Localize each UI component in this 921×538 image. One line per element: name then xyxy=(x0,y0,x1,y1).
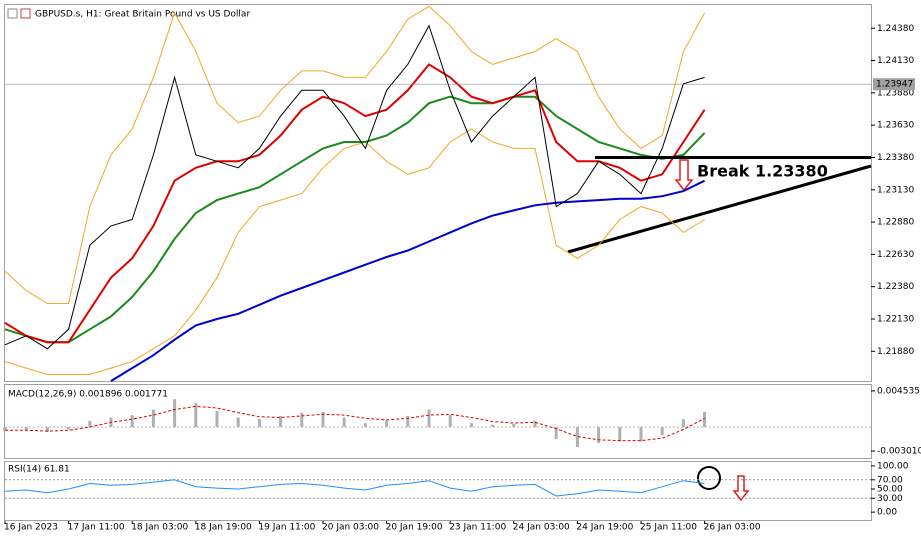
icon[interactable] xyxy=(7,8,18,19)
histogram-bar xyxy=(151,409,155,428)
histogram-bar xyxy=(279,415,283,428)
x-tick-label: 24 Jan 03:00 xyxy=(513,523,570,533)
histogram-bar xyxy=(88,420,92,428)
main-frame xyxy=(4,4,872,382)
series-line xyxy=(4,128,705,375)
y-tick-label: 70.00 xyxy=(877,475,903,485)
price-tag-label: 1.23947 xyxy=(876,80,913,90)
y-tick-label: 1.23880 xyxy=(877,88,914,98)
histogram-bar xyxy=(427,409,431,428)
histogram-bar xyxy=(215,411,219,428)
histogram-bar xyxy=(194,403,198,428)
histogram-bar xyxy=(406,415,410,428)
trend-line xyxy=(567,164,872,254)
histogram-bar xyxy=(3,427,7,432)
series-line xyxy=(110,179,706,382)
macd-title: MACD(12,26,9) 0.001896 0.001771 xyxy=(8,390,168,400)
x-tick-label: 19 Jan 11:00 xyxy=(258,523,315,533)
histogram-bar xyxy=(533,420,537,428)
histogram-bar xyxy=(491,424,495,428)
x-tick-label: 25 Jan 11:00 xyxy=(640,523,697,533)
histogram-bar xyxy=(703,411,707,428)
y-tick-label: 50.00 xyxy=(877,485,903,495)
histogram-bar xyxy=(512,423,516,428)
y-tick-label: 1.22880 xyxy=(877,218,914,228)
x-tick-label: 16 Jan 2023 xyxy=(4,523,58,533)
histogram-bar xyxy=(469,423,473,428)
histogram-bar xyxy=(363,423,367,428)
histogram-bar xyxy=(385,420,389,428)
chart-title: GBPUSD.s, H1: Great Britain Pound vs US … xyxy=(35,10,250,20)
x-tick-label: 20 Jan 03:00 xyxy=(322,523,379,533)
x-tick-label: 24 Jan 19:00 xyxy=(576,523,633,533)
y-tick-label: 0.00 xyxy=(877,508,897,518)
histogram-bar xyxy=(236,417,240,428)
series-line xyxy=(4,5,706,304)
y-tick-label: 1.24380 xyxy=(877,24,914,34)
histogram-bar xyxy=(130,415,134,428)
rsi-frame xyxy=(4,461,872,521)
series-line xyxy=(4,95,706,344)
y-tick-label: 1.23380 xyxy=(877,153,914,163)
y-tick-label: 1.24130 xyxy=(877,56,914,66)
y-tick-label: 30.00 xyxy=(877,494,903,504)
series-line xyxy=(4,63,706,344)
x-tick-label: 18 Jan 19:00 xyxy=(195,523,252,533)
histogram-bar xyxy=(257,419,261,428)
series-line xyxy=(4,24,705,350)
histogram-bar xyxy=(681,419,685,428)
y-tick-label: 1.23630 xyxy=(877,121,914,131)
down-arrow xyxy=(732,475,750,502)
series-line xyxy=(4,479,705,497)
x-tick-label: 23 Jan 11:00 xyxy=(449,523,506,533)
down-arrow xyxy=(674,159,694,192)
histogram-bar xyxy=(554,427,558,440)
annotation: Break 1.23380 xyxy=(697,162,828,181)
histogram-bar xyxy=(45,427,49,432)
histogram-bar xyxy=(575,427,579,448)
y-tick-label: 1.21880 xyxy=(877,347,914,357)
histogram-bar xyxy=(67,427,71,430)
histogram-bar xyxy=(173,399,177,428)
x-tick-label: 20 Jan 19:00 xyxy=(386,523,443,533)
y-tick-label: 1.23130 xyxy=(877,185,914,195)
histogram-bar xyxy=(660,427,664,436)
histogram-bar xyxy=(342,417,346,428)
histogram-bar xyxy=(639,427,643,442)
histogram-bar xyxy=(597,427,601,444)
y-tick-label: 1.22630 xyxy=(877,250,914,260)
y-tick-label: 1.22380 xyxy=(877,282,914,292)
rsi-title: RSI(14) 61.81 xyxy=(8,465,70,475)
histogram-bar xyxy=(300,412,304,428)
series-line xyxy=(5,405,705,442)
icon[interactable] xyxy=(20,8,31,19)
price-tag xyxy=(873,78,915,91)
y-tick-label: 0.004535 xyxy=(877,386,920,396)
histogram-bar xyxy=(618,427,622,442)
x-tick-label: 18 Jan 03:00 xyxy=(131,523,188,533)
x-tick-label: 17 Jan 11:00 xyxy=(68,523,125,533)
macd-frame xyxy=(4,384,872,459)
histogram-bar xyxy=(321,411,325,428)
x-tick-label: 26 Jan 03:00 xyxy=(704,523,761,533)
histogram-bar xyxy=(448,415,452,428)
histogram-bar xyxy=(24,427,28,431)
y-tick-label: 1.22130 xyxy=(877,314,914,324)
highlight-circle xyxy=(697,466,721,490)
y-tick-label: -0.003010 xyxy=(877,447,921,457)
y-tick-label: 100.00 xyxy=(877,461,909,471)
